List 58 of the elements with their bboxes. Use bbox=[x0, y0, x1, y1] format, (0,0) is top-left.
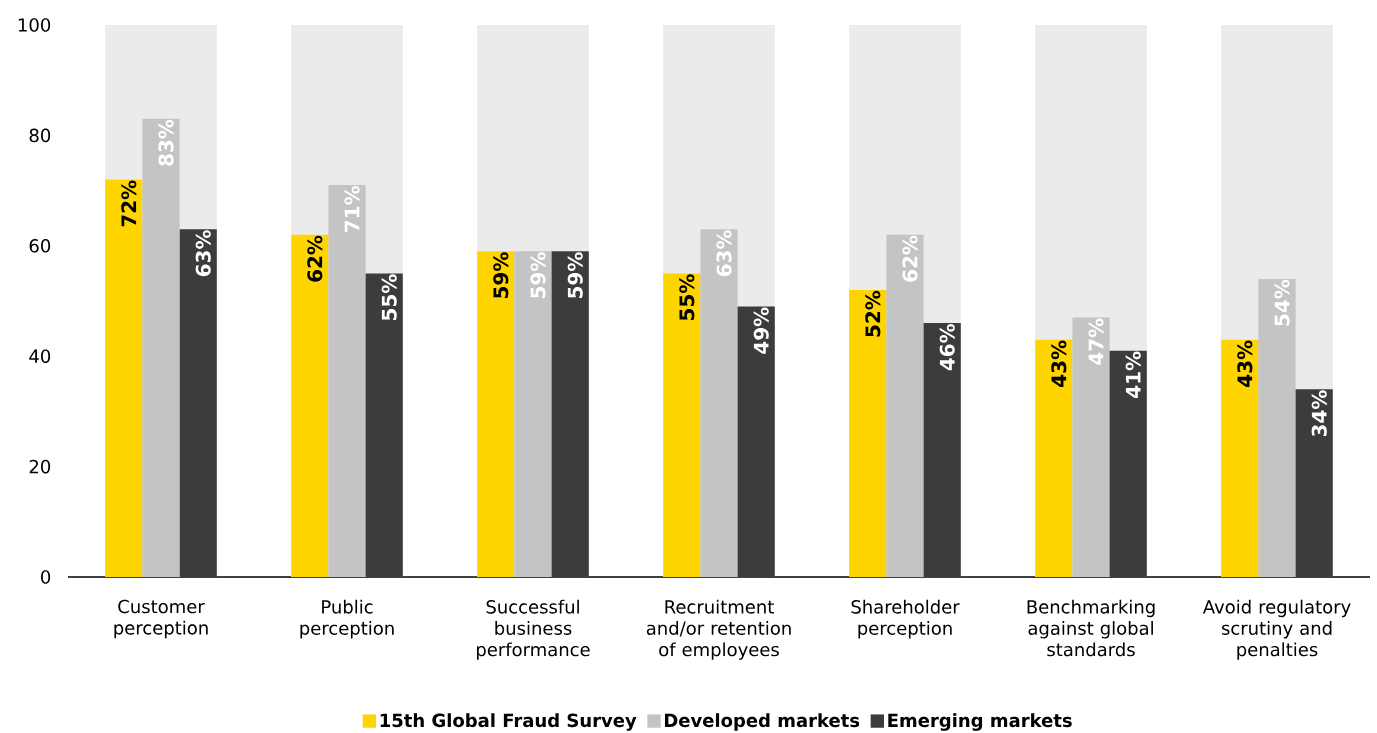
bar bbox=[142, 118, 180, 578]
bar bbox=[477, 251, 515, 578]
data-label: 47% bbox=[1088, 318, 1104, 365]
data-label: 52% bbox=[865, 290, 881, 337]
y-tick-label: 40 bbox=[29, 349, 51, 363]
x-tick-label: Recruitment and/or retention of employees bbox=[646, 599, 791, 660]
bar bbox=[700, 229, 738, 578]
data-label: 46% bbox=[939, 323, 955, 371]
bar bbox=[1295, 389, 1333, 578]
data-label: 43% bbox=[1237, 340, 1253, 387]
data-label: 59% bbox=[567, 252, 583, 298]
x-tick-label: Shareholder perception bbox=[851, 599, 960, 639]
data-label: 49% bbox=[753, 307, 769, 354]
x-tick-label: Public perception bbox=[300, 599, 394, 639]
y-tick-label: 0 bbox=[41, 570, 51, 584]
data-label: 43% bbox=[1051, 340, 1067, 387]
data-label: 62% bbox=[307, 235, 323, 282]
bar bbox=[1258, 278, 1296, 578]
bar bbox=[923, 323, 961, 578]
bar bbox=[328, 185, 366, 578]
legend-label: Developed markets bbox=[665, 713, 860, 731]
bar bbox=[849, 289, 887, 578]
bar bbox=[514, 251, 552, 578]
y-tick-label: 60 bbox=[29, 238, 51, 253]
data-label: 63% bbox=[716, 230, 732, 277]
y-tick-label: 20 bbox=[29, 459, 51, 474]
y-tick-label: 80 bbox=[29, 128, 51, 143]
x-tick-label: Customer perception bbox=[114, 599, 208, 639]
data-label: 72% bbox=[121, 180, 137, 227]
bar bbox=[291, 234, 329, 578]
data-label: 41% bbox=[1125, 351, 1141, 398]
bar bbox=[1221, 339, 1259, 578]
x-tick-label: Avoid regulatory scrutiny and penalties bbox=[1202, 599, 1351, 660]
bar bbox=[1072, 317, 1110, 578]
data-label: 55% bbox=[679, 274, 695, 320]
bar bbox=[886, 234, 924, 578]
data-label: 83% bbox=[158, 119, 174, 166]
bar bbox=[663, 273, 701, 578]
data-label: 54% bbox=[1274, 279, 1290, 326]
bar bbox=[105, 179, 143, 578]
data-label: 34% bbox=[1311, 390, 1327, 437]
y-tick-label: 100 bbox=[18, 18, 51, 32]
data-label: 63% bbox=[195, 230, 211, 277]
bar bbox=[179, 229, 217, 578]
x-tick-label: Benchmarking against global standards bbox=[1027, 599, 1155, 657]
data-label: 71% bbox=[344, 185, 360, 232]
data-label: 59% bbox=[493, 252, 509, 298]
legend-label: Emerging markets bbox=[888, 713, 1072, 731]
data-label: 62% bbox=[902, 235, 918, 282]
x-tick-label: Successful business performance bbox=[477, 599, 590, 660]
bar bbox=[1035, 339, 1073, 578]
data-label: 59% bbox=[530, 252, 546, 298]
bar bbox=[737, 306, 775, 578]
bar bbox=[551, 251, 589, 578]
bar bbox=[365, 273, 403, 578]
legend-label: 15th Global Fraud Survey bbox=[380, 713, 637, 731]
bar bbox=[1109, 350, 1147, 578]
data-label: 55% bbox=[381, 274, 397, 320]
